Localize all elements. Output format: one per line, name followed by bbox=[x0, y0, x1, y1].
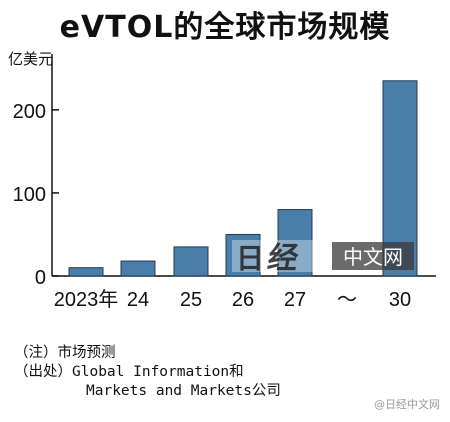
axis-break-label: ～ bbox=[337, 287, 357, 311]
x-tick-label: 25 bbox=[180, 289, 202, 311]
x-tick-label: 24 bbox=[127, 289, 149, 311]
source-line-1: （出处）Global Information和 bbox=[14, 363, 281, 382]
watermark-small: @日经中文网 bbox=[374, 398, 440, 411]
bar-2023年 bbox=[68, 267, 104, 277]
bar-24 bbox=[120, 260, 156, 277]
source-line-2: Markets and Markets公司 bbox=[86, 383, 281, 399]
forecast-note: （注）市场预测 bbox=[14, 345, 116, 361]
source-name-1: Global Information和 bbox=[72, 364, 244, 380]
svg-text:日: 日 bbox=[236, 242, 264, 275]
y-tick-label: 0 bbox=[35, 267, 46, 289]
svg-text:经: 经 bbox=[265, 241, 301, 276]
bar-27 bbox=[277, 209, 313, 277]
y-axis-unit-label: 亿美元 bbox=[8, 50, 53, 68]
bar-chart: 亿美元 0 100 200 2023年 24 25 26 27 30 ～ bbox=[8, 50, 436, 311]
x-tick-label: 30 bbox=[389, 289, 411, 311]
notes: （注）市场预测 （出处）Global Information和 Markets … bbox=[14, 344, 281, 401]
chart-title: eVTOL的全球市场规模 bbox=[59, 10, 391, 45]
watermark-text: 中文网 bbox=[343, 245, 403, 269]
x-tick-label: 26 bbox=[232, 289, 254, 311]
bar-26 bbox=[225, 233, 261, 277]
bar-25 bbox=[173, 246, 209, 277]
y-tick-labels: 0 100 200 bbox=[13, 101, 46, 289]
y-tick-label: 100 bbox=[13, 184, 46, 206]
x-tick-labels: 2023年 24 25 26 27 30 ～ bbox=[54, 287, 411, 311]
y-tick-label: 200 bbox=[13, 101, 46, 123]
source-prefix: （出处） bbox=[14, 364, 72, 380]
x-tick-label: 27 bbox=[284, 289, 306, 311]
x-tick-label: 2023年 bbox=[54, 288, 119, 311]
watermark-logo: 日 经 中文网 bbox=[232, 240, 414, 276]
